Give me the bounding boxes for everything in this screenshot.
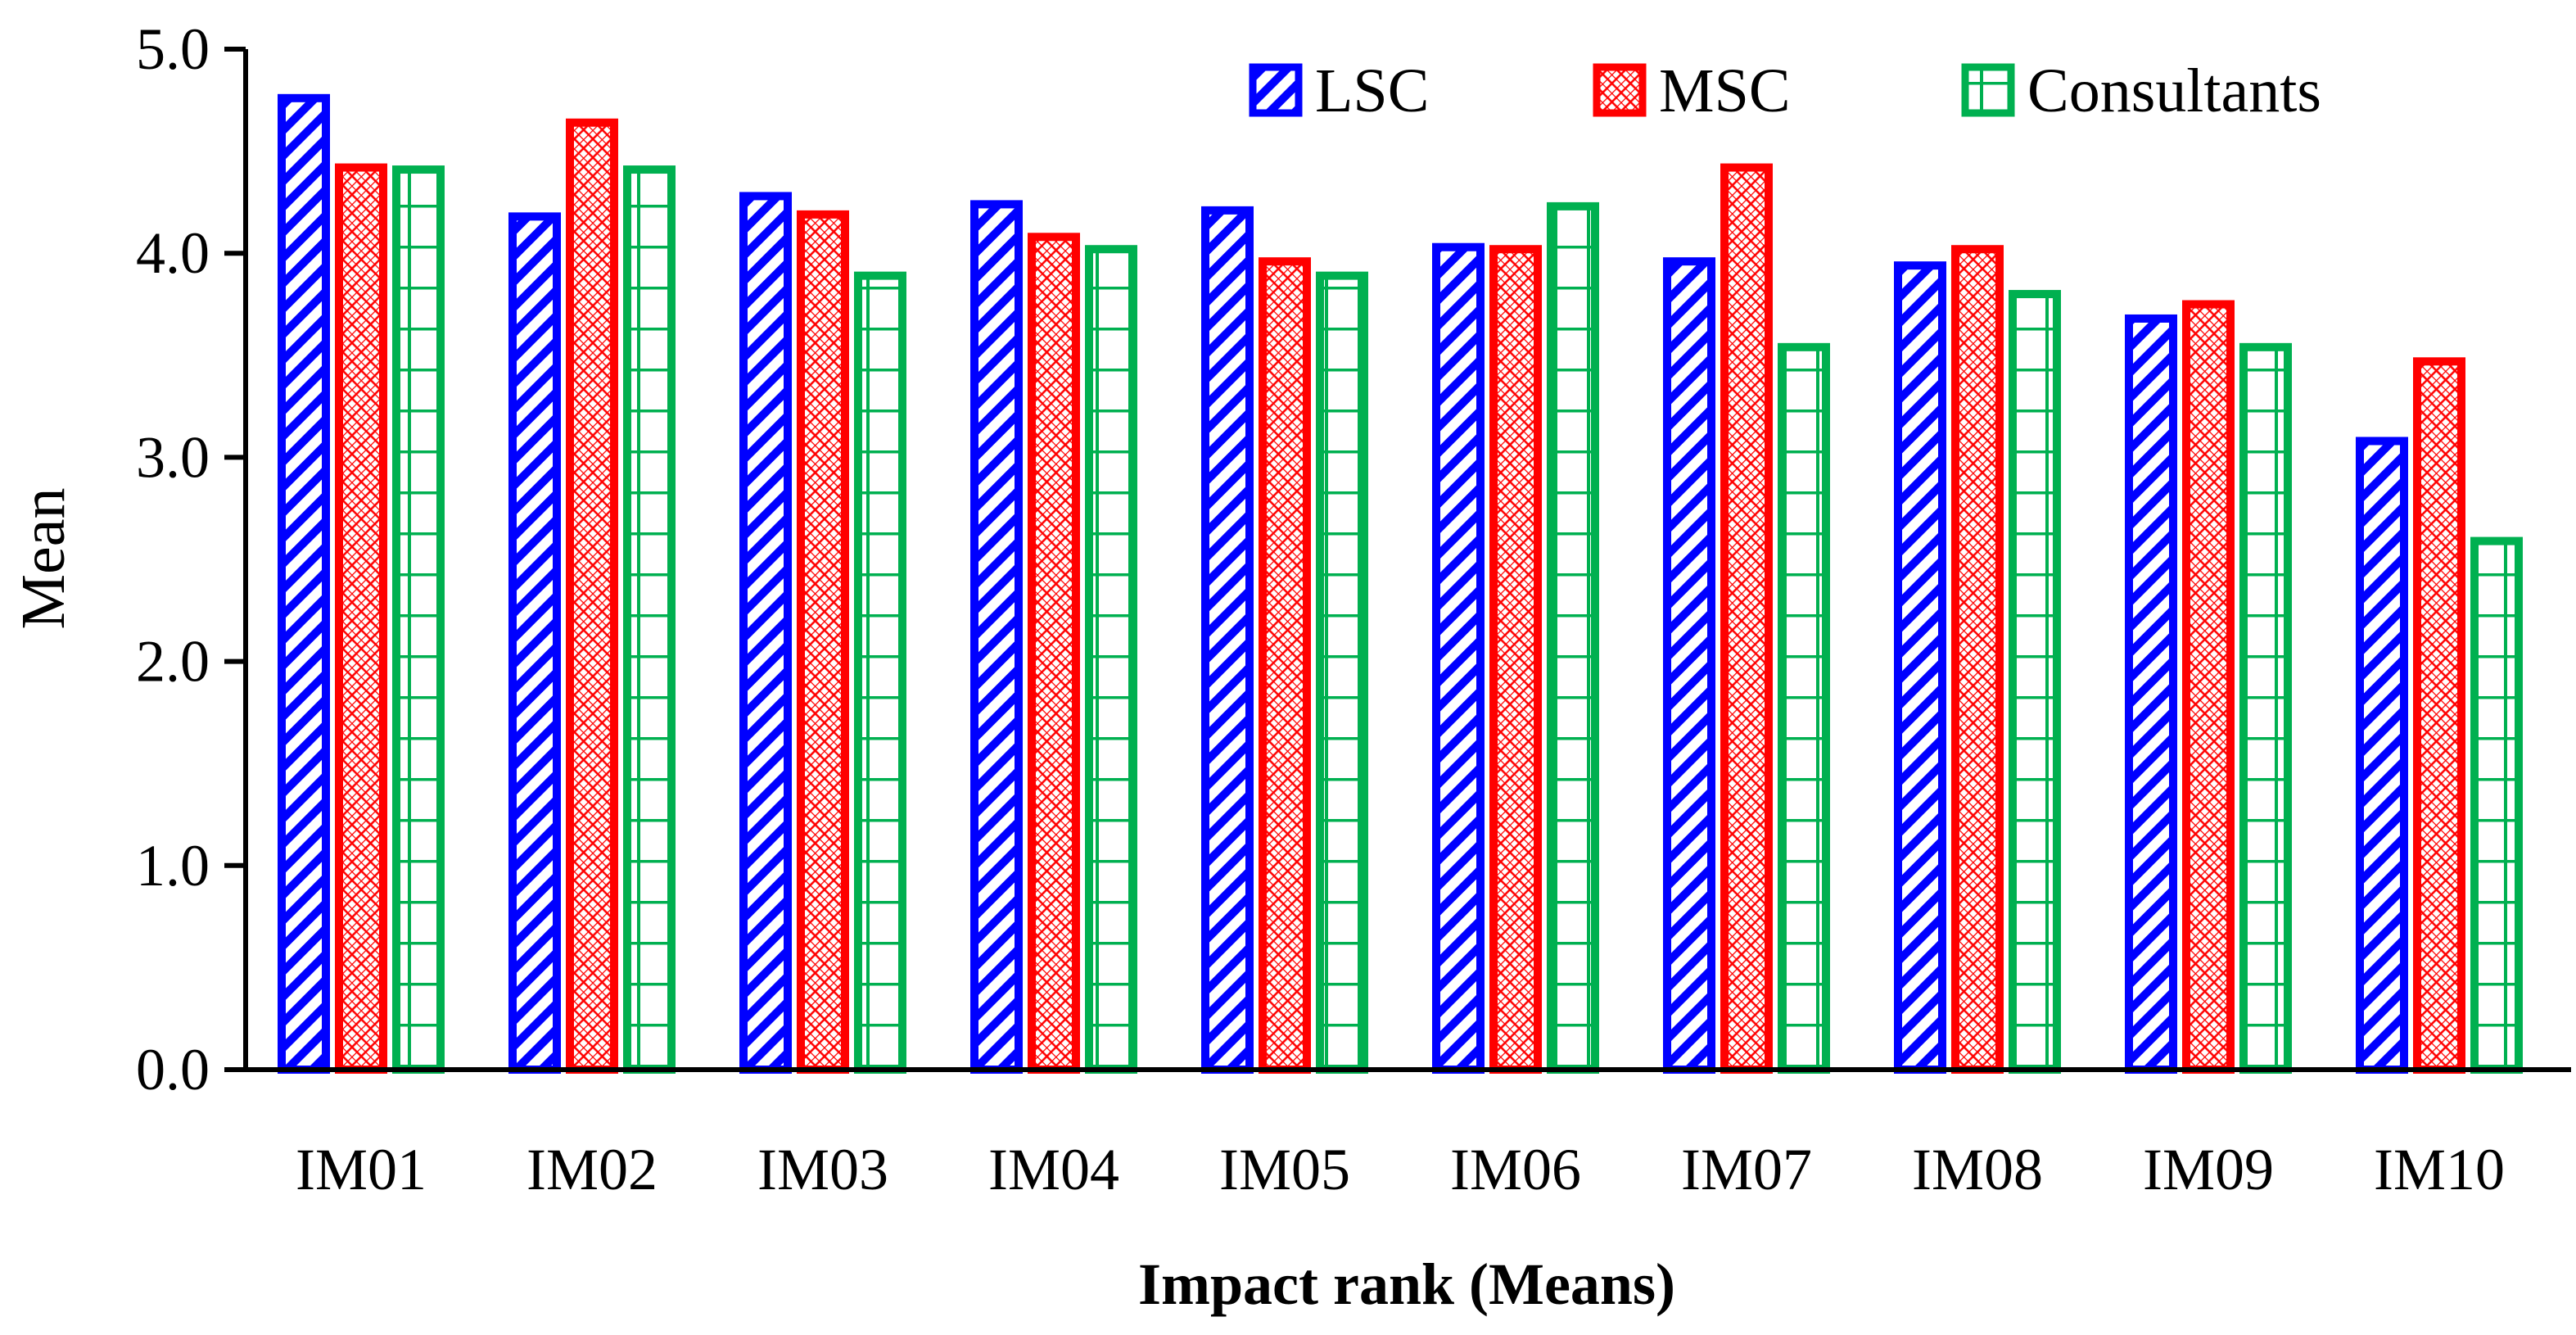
bar-msc-im04	[1028, 233, 1080, 1074]
legend-label-msc: MSC	[1659, 57, 1791, 125]
bar-msc-im06	[1489, 245, 1542, 1074]
bar-lsc-im01	[278, 93, 330, 1075]
bar-consultants-im05	[1316, 271, 1368, 1074]
legend-swatch-lsc	[1249, 63, 1303, 117]
bars-layer	[278, 93, 2523, 1075]
bar-consultants-im04	[1085, 245, 1137, 1074]
legend: LSC MSC Consultants	[1249, 57, 2321, 125]
axes-layer: IM01 IM02 IM03 IM04 IM05 IM06 IM07 IM08 IM09 IM10…	[136, 16, 2571, 1202]
x-tick-label: IM03	[757, 1137, 888, 1202]
legend-label-lsc: LSC	[1315, 57, 1429, 125]
y-tick-label: 2.0	[136, 629, 210, 695]
bar-lsc-im07	[1663, 257, 1715, 1074]
bar-msc-im03	[797, 210, 849, 1074]
bar-msc-im10	[2413, 357, 2465, 1074]
legend-swatch-consultants	[1961, 63, 2015, 117]
bar-msc-im07	[1720, 163, 1773, 1074]
bar-consultants-im07	[1778, 342, 1830, 1074]
y-tick-label: 0.0	[136, 1037, 210, 1102]
bar-msc-im02	[566, 118, 618, 1074]
bar-msc-im08	[1951, 245, 2004, 1074]
bar-consultants-im08	[2009, 290, 2061, 1074]
x-tick-label: IM05	[1219, 1137, 1350, 1202]
x-tick-label: IM02	[526, 1137, 658, 1202]
bar-consultants-im09	[2239, 342, 2292, 1074]
bar-consultants-im10	[2470, 536, 2523, 1074]
bar-lsc-im04	[970, 200, 1023, 1075]
x-tick-label: IM06	[1450, 1137, 1581, 1202]
bar-lsc-im05	[1201, 206, 1254, 1074]
x-tick-label: IM08	[1912, 1137, 2043, 1202]
legend-swatch-msc	[1593, 63, 1647, 117]
x-tick-label: IM07	[1681, 1137, 1812, 1202]
bar-lsc-im09	[2125, 314, 2177, 1074]
bar-consultants-im02	[623, 165, 676, 1075]
bar-lsc-im10	[2356, 437, 2408, 1074]
bar-consultants-im03	[854, 271, 906, 1074]
x-tick-label: IM10	[2374, 1137, 2505, 1202]
legend-label-consultants: Consultants	[2027, 57, 2321, 125]
bar-msc-im05	[1259, 257, 1311, 1074]
bar-consultants-im06	[1547, 201, 1599, 1074]
y-tick-label: 5.0	[136, 16, 210, 82]
y-axis-title: Mean	[9, 487, 78, 629]
bar-consultants-im01	[392, 165, 445, 1075]
y-tick-label: 4.0	[136, 220, 210, 286]
x-axis-title: Impact rank (Means)	[1138, 1251, 1675, 1317]
bar-msc-im01	[335, 163, 387, 1074]
bar-lsc-im08	[1894, 261, 1946, 1074]
bar-msc-im09	[2182, 300, 2235, 1074]
x-tick-label: IM09	[2143, 1137, 2274, 1202]
y-tick-label: 3.0	[136, 424, 210, 490]
x-tick-label: IM01	[296, 1137, 427, 1202]
bar-lsc-im02	[508, 212, 561, 1074]
y-tick-label: 1.0	[136, 833, 210, 898]
bar-lsc-im03	[739, 192, 792, 1075]
x-tick-label: IM04	[988, 1137, 1119, 1202]
bar-lsc-im06	[1432, 242, 1485, 1074]
